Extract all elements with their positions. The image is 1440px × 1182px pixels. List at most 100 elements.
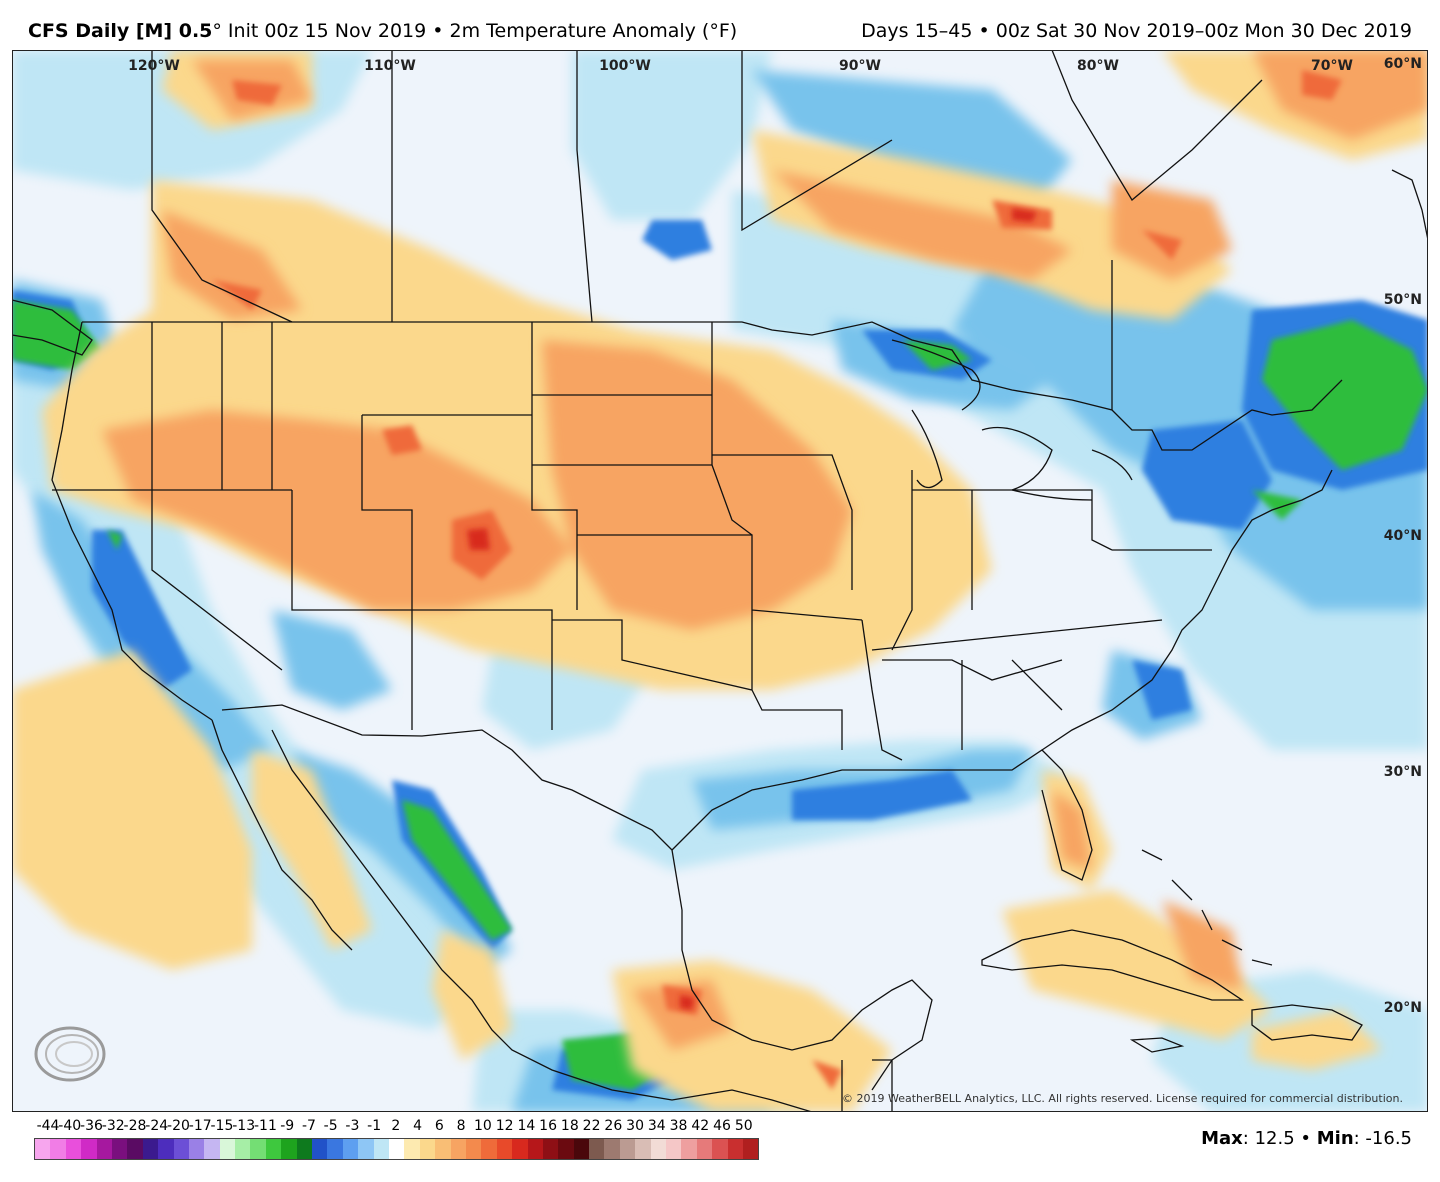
legend-label: -5 <box>323 1118 338 1134</box>
valid-period: Days 15–45 • 00z Sat 30 Nov 2019–00z Mon… <box>861 20 1412 42</box>
legend-swatch <box>35 1139 51 1159</box>
legend-label: 8 <box>456 1118 466 1134</box>
legend-label: 2 <box>391 1118 401 1134</box>
lon-label-70w: 70°W <box>1311 58 1353 74</box>
legend-label: 22 <box>582 1118 601 1134</box>
legend-label: -11 <box>254 1118 277 1134</box>
legend-swatch <box>127 1139 143 1159</box>
legend-label: -40 <box>58 1118 82 1134</box>
map-svg: 120°W 110°W 100°W 90°W 80°W 70°W 60°N 50… <box>12 50 1428 1112</box>
legend-swatch <box>388 1139 405 1159</box>
legend-label: -9 <box>280 1118 295 1134</box>
legend-label: 46 <box>713 1118 731 1134</box>
lat-label-40n: 40°N <box>1384 528 1422 544</box>
anomaly-field <box>12 50 1428 1112</box>
legend-label: -13 <box>232 1118 256 1134</box>
legend-label: 10 <box>473 1118 492 1134</box>
legend-label: -20 <box>167 1118 190 1134</box>
canada-province-lines <box>151 50 1113 410</box>
central-america <box>841 1059 893 1112</box>
latitude-labels: 60°N 50°N 40°N 30°N 20°N <box>1384 56 1422 1016</box>
us-state-lines <box>52 322 1212 761</box>
legend-swatch <box>558 1139 574 1159</box>
vancouver-island <box>12 299 93 356</box>
temperature-anomaly-map[interactable]: 120°W 110°W 100°W 90°W 80°W 70°W 60°N 50… <box>12 50 1428 1112</box>
legend-swatch <box>250 1139 266 1159</box>
gulf-coast <box>671 749 1093 881</box>
us-west-coast <box>51 321 213 721</box>
legend-swatch <box>111 1139 128 1159</box>
lat-label-30n: 30°N <box>1384 764 1422 780</box>
us-mexico-border <box>221 704 673 851</box>
hispaniola <box>1251 1004 1363 1041</box>
min-label: Min <box>1316 1128 1354 1149</box>
legend-swatch <box>604 1139 620 1159</box>
legend-label: 26 <box>604 1118 623 1134</box>
max-value: : 12.5 • <box>1242 1128 1317 1149</box>
legend-label: -3 <box>345 1118 360 1134</box>
legend-swatch <box>465 1139 482 1159</box>
model-name: CFS Daily [M] 0.5 <box>28 20 213 42</box>
legend-swatch <box>527 1139 543 1159</box>
cuba <box>981 929 1245 1001</box>
legend-labels: -44 -40 -36 -32 -28 -24 -20 -17 -15 -13 -11 -9 -7 -5-… <box>20 1116 1040 1136</box>
legend-swatch <box>173 1139 189 1159</box>
green-regions <box>12 300 1428 1090</box>
legend-swatch <box>419 1139 436 1159</box>
logo-swirl-icon <box>34 1026 106 1082</box>
legend-colorbar <box>34 1138 760 1160</box>
legend-swatch <box>281 1139 297 1159</box>
header: CFS Daily [M] 0.5° Init 00z 15 Nov 2019 … <box>0 0 1440 50</box>
legend-swatch <box>142 1139 159 1159</box>
warm-hot-regions <box>467 208 1037 1010</box>
legend-swatch <box>727 1139 743 1159</box>
legend-swatch <box>712 1139 728 1159</box>
legend-swatch <box>481 1139 497 1159</box>
legend-swatch <box>158 1139 174 1159</box>
legend-swatch <box>681 1139 697 1159</box>
lon-label-80w: 80°W <box>1077 58 1119 74</box>
legend-swatch <box>204 1139 220 1159</box>
us-canada-border <box>82 321 1343 451</box>
legend-swatch <box>50 1139 66 1159</box>
legend-label: -36 <box>80 1118 103 1134</box>
warm-mid-regions <box>102 50 1428 1050</box>
legend-swatch <box>666 1139 682 1159</box>
legend-swatch <box>650 1139 667 1159</box>
lat-label-20n: 20°N <box>1384 1000 1422 1016</box>
us-east-coast <box>1041 469 1333 751</box>
lat-label-60n: 60°N <box>1384 56 1422 72</box>
map-border <box>12 50 1428 1112</box>
legend-swatch <box>635 1139 651 1159</box>
legend-label: -32 <box>101 1118 125 1134</box>
init-text: Init 00z 15 Nov 2019 • 2m Temperature An… <box>221 20 738 42</box>
legend-swatch <box>235 1139 251 1159</box>
legend-label: 38 <box>669 1118 688 1134</box>
legend-swatch <box>542 1139 559 1159</box>
legend-swatch <box>188 1139 205 1159</box>
copyright-notice: © 2019 WeatherBELL Analytics, LLC. All r… <box>842 1092 1403 1105</box>
political-boundaries <box>12 50 1428 1112</box>
legend-swatch <box>435 1139 451 1159</box>
legend-label: -44 <box>36 1118 60 1134</box>
legend-label: -15 <box>210 1118 234 1134</box>
max-min-stats: Max: 12.5 • Min: -16.5 <box>1201 1128 1412 1149</box>
legend-label: 14 <box>517 1118 536 1134</box>
legend-label: 12 <box>495 1118 514 1134</box>
bahamas <box>1141 849 1273 966</box>
longitude-labels: 120°W 110°W 100°W 90°W 80°W 70°W <box>128 58 1353 74</box>
legend-label: 4 <box>413 1118 423 1134</box>
legend-label: -17 <box>188 1118 212 1134</box>
legend-swatch <box>358 1139 374 1159</box>
lon-label-100w: 100°W <box>599 58 651 74</box>
legend-swatch <box>404 1139 420 1159</box>
legend-swatch <box>327 1139 343 1159</box>
lon-label-90w: 90°W <box>839 58 881 74</box>
legend-swatch <box>296 1139 313 1159</box>
legend-label: 30 <box>626 1118 644 1134</box>
legend-swatch <box>450 1139 466 1159</box>
great-lakes <box>891 339 1133 501</box>
min-value: : -16.5 <box>1353 1128 1412 1149</box>
lon-label-110w: 110°W <box>364 58 416 74</box>
jamaica <box>1129 1037 1185 1053</box>
